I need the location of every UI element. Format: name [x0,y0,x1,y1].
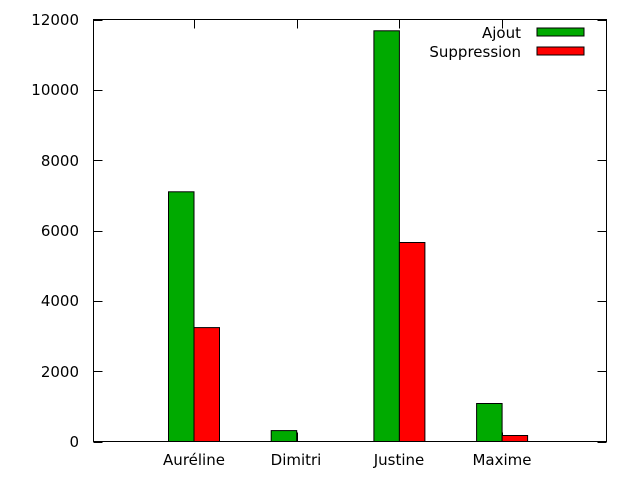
plot-frame [93,19,607,442]
bar-ajout-maxime [476,403,503,442]
y-tick-label: 4000 [41,292,79,310]
x-tick-label: Justine [373,451,425,469]
y-tick-label: 2000 [41,363,79,381]
legend: Ajout Suppression [429,24,585,61]
y-axis-tick-labels: 0 2000 4000 6000 8000 10000 12000 [31,11,79,451]
legend-swatch-suppression [536,46,585,56]
y-tick-label: 0 [69,433,79,451]
legend-label-ajout: Ajout [482,24,521,42]
y-tick-label: 12000 [31,11,79,29]
bar-ajout-justine [373,30,400,443]
y-tick-label: 6000 [41,222,79,240]
legend-swatch-ajout [536,27,585,37]
bar-suppression-justine [398,242,426,442]
x-axis-tick-labels: Auréline Dimitri Justine Maxime [163,451,531,469]
bar-suppression-maxime [501,435,529,442]
x-tick-label: Dimitri [271,451,322,469]
bar-ajout-auréline [168,191,195,442]
x-tick-label: Auréline [163,451,225,469]
tick-marks [93,19,607,443]
bar-ajout-dimitri [270,430,298,443]
y-tick-label: 8000 [41,152,79,170]
bar-suppression-auréline [193,327,220,443]
y-tick-label: 10000 [31,81,79,99]
bars [168,30,529,443]
x-tick-label: Maxime [472,451,531,469]
legend-label-suppression: Suppression [429,43,521,61]
